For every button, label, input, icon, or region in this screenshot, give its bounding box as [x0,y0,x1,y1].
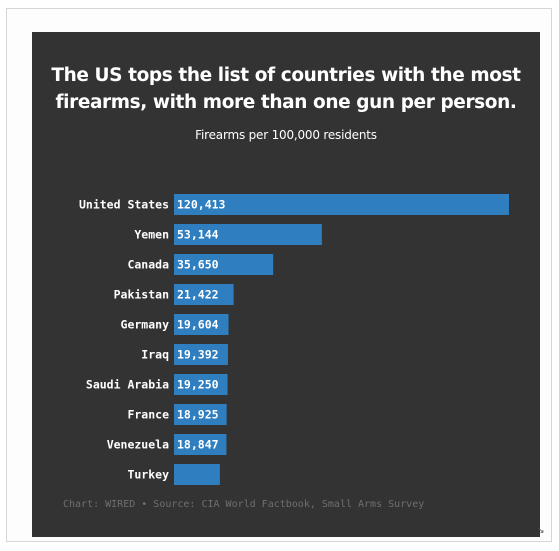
value-label: 35,650 [177,258,219,272]
bar-iraq [174,344,228,365]
bar-venezuela [174,434,227,455]
chart-subtitle: Firearms per 100,000 residents [195,128,377,142]
category-label: Canada [127,258,169,272]
category-label: Venezuela [107,438,169,452]
chart-title: The US tops the list of countries with t… [51,65,521,113]
bar-united-states [174,194,509,215]
bar-pakistan [174,284,234,305]
category-label: Germany [121,318,170,332]
bar-france [174,404,227,425]
bar-canada [174,254,274,275]
value-label: 18,847 [177,438,219,452]
value-label: 19,392 [177,348,219,362]
category-label: Turkey [127,468,169,482]
category-label: Iraq [141,348,169,362]
bar-turkey [174,464,220,485]
category-label: Pakistan [114,288,169,302]
resize-handle-icon[interactable]: ↘ [537,526,545,536]
value-label: 19,604 [177,318,219,332]
value-label: 120,413 [177,198,226,212]
bar-yemen [174,224,322,245]
chart-source: Chart: WIRED • Source: CIA World Factboo… [63,499,425,510]
chart-panel: The US tops the list of countries with t… [32,32,540,537]
bar-saudi-arabia [174,374,228,395]
category-label: Saudi Arabia [86,378,169,392]
category-label: Yemen [134,228,169,242]
embed-frame: The US tops the list of countries with t… [6,8,552,542]
value-label: 18,925 [177,408,219,422]
value-label: 19,250 [177,378,219,392]
bar-germany [174,314,229,335]
category-label: France [127,408,169,422]
value-label: 21,422 [177,288,219,302]
value-label: 53,144 [177,228,219,242]
category-label: United States [79,198,169,212]
bar-chart: United States 120,413 Yemen 53,144 Canada 35,… [79,194,509,485]
